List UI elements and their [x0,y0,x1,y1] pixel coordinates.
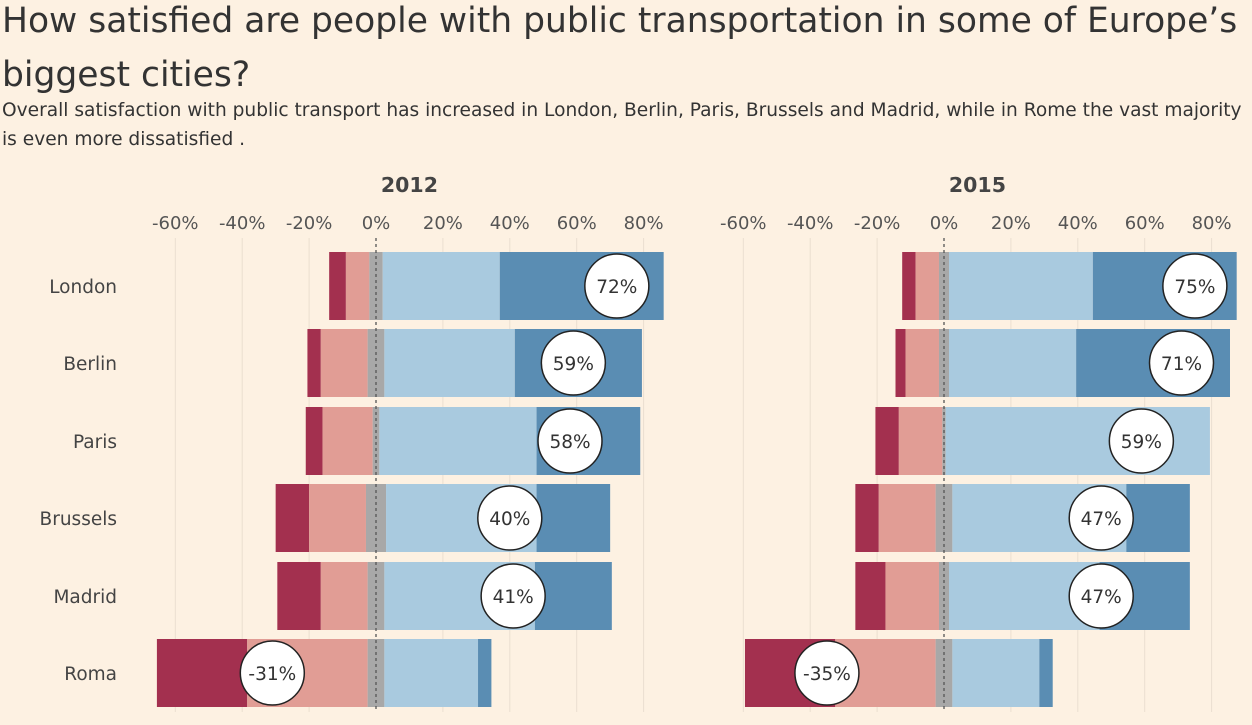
net-satisfaction-circle [480,563,546,629]
panel-title-2012: 2012 [381,173,438,197]
x-tick-label: -40% [219,213,266,234]
x-tick-label: 60% [557,213,597,234]
x-tick-label: 80% [624,213,664,234]
x-tick-label: 40% [490,213,530,234]
bar-segment-rather-dissatisfied [320,562,368,630]
bar-segment-rather-dissatisfied [885,562,939,630]
bar-segment-very-satisfied [478,639,492,707]
x-tick-label: 60% [1125,213,1165,234]
chart-title: How satisfied are people with public tra… [2,1,1238,95]
bar-segment-neutral [367,329,385,397]
bar-segment-very-dissatisfied [875,407,899,475]
bar-segment-very-dissatisfied [277,562,321,630]
bar-segment-neutral [938,329,950,397]
bar-segment-rather-dissatisfied [915,252,939,320]
bar-segment-very-dissatisfied [902,252,916,320]
bar-segment-rather-satisfied [949,252,1093,320]
net-satisfaction-label: 75% [1174,277,1215,298]
net-satisfaction-label: 47% [1081,509,1122,530]
bar-segment-rather-satisfied [382,252,500,320]
bar-segment-very-dissatisfied [305,407,323,475]
bar-segment-rather-dissatisfied [322,407,373,475]
net-satisfaction-label: -35% [803,664,851,685]
bar-segment-very-dissatisfied [275,484,310,552]
net-satisfaction-circle [239,640,306,706]
bar-segment-very-satisfied [536,484,611,552]
x-tick-label: 20% [423,213,463,234]
bar-segment-very-dissatisfied [156,639,248,707]
bar-segment-very-satisfied [1039,639,1053,707]
bar-segment-very-dissatisfied [307,329,321,397]
net-satisfaction-circle [1162,253,1228,319]
category-label-paris: Paris [73,432,117,453]
net-satisfaction-circle [794,640,860,706]
category-label-london: London [49,277,117,298]
x-tick-label: 20% [991,213,1031,234]
bar-segment-very-dissatisfied [855,484,879,552]
bar-segment-neutral [942,407,946,475]
net-satisfaction-label: 58% [549,432,590,453]
net-satisfaction-label: 59% [553,354,594,375]
x-tick-label: -40% [787,213,834,234]
category-label-roma: Roma [64,664,117,685]
net-satisfaction-circle [584,253,650,319]
net-satisfaction-circle [1068,563,1134,629]
bar-segment-rather-satisfied [952,639,1040,707]
x-tick-label: -20% [286,213,333,234]
net-satisfaction-circle [540,330,607,396]
bar-segment-very-dissatisfied [855,562,886,630]
bar-segment-rather-satisfied [384,329,515,397]
net-satisfaction-label: 40% [489,509,530,530]
x-tick-label: 80% [1192,213,1232,234]
category-label-berlin: Berlin [63,354,117,375]
net-satisfaction-label: 71% [1161,354,1202,375]
bar-segment-rather-satisfied [379,407,537,475]
net-satisfaction-circle [1108,408,1175,474]
bar-segment-rather-satisfied [949,329,1077,397]
net-satisfaction-label: 47% [1081,587,1122,608]
bar-segment-very-dissatisfied [329,252,346,320]
bar-segment-rather-dissatisfied [905,329,939,397]
x-tick-label: -20% [854,213,901,234]
category-label-brussels: Brussels [40,509,117,530]
net-satisfaction-circle [1068,485,1134,551]
x-tick-label: -60% [152,213,199,234]
x-tick-label: -60% [720,213,767,234]
net-satisfaction-label: -31% [248,664,296,685]
bar-segment-very-dissatisfied [895,329,906,397]
net-satisfaction-circle [477,485,543,551]
bar-segment-rather-dissatisfied [309,484,366,552]
bar-segment-rather-dissatisfied [320,329,368,397]
net-satisfaction-label: 72% [596,277,637,298]
bar-segment-very-satisfied [1126,484,1190,552]
bar-segment-neutral [365,484,387,552]
bar-segment-neutral [935,484,953,552]
bar-segment-neutral [938,562,950,630]
category-label-madrid: Madrid [53,587,117,608]
x-tick-label: 0% [362,213,391,234]
net-satisfaction-label: 59% [1121,432,1162,453]
panel-title-2015: 2015 [949,173,1006,197]
bar-segment-rather-dissatisfied [898,407,943,475]
net-satisfaction-circle [537,408,603,474]
net-satisfaction-label: 41% [493,587,534,608]
bar-segment-rather-satisfied [384,639,479,707]
x-tick-label: 40% [1058,213,1098,234]
bar-segment-very-satisfied [534,562,612,630]
bar-segment-rather-dissatisfied [345,252,370,320]
x-tick-label: 0% [930,213,959,234]
bar-segment-neutral [367,562,385,630]
bar-segment-rather-dissatisfied [878,484,936,552]
chart-subtitle: Overall satisfaction with public transpo… [2,100,1242,150]
net-satisfaction-circle [1148,330,1215,396]
bar-segment-neutral [372,407,380,475]
